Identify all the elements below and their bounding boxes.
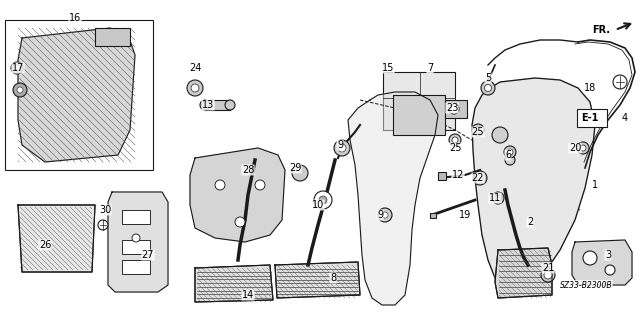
- Circle shape: [541, 268, 555, 282]
- Circle shape: [504, 146, 516, 158]
- Circle shape: [492, 127, 508, 143]
- Circle shape: [191, 84, 199, 92]
- Text: 25: 25: [449, 143, 461, 153]
- Circle shape: [215, 180, 225, 190]
- Bar: [95, 28, 130, 46]
- Text: 17: 17: [12, 63, 24, 73]
- Text: 9: 9: [377, 210, 383, 220]
- Circle shape: [492, 192, 504, 204]
- Bar: [5, 20, 153, 170]
- Text: 18: 18: [584, 83, 596, 93]
- Bar: [122, 260, 150, 274]
- Text: 10: 10: [312, 200, 324, 210]
- Polygon shape: [472, 78, 595, 290]
- Circle shape: [292, 165, 308, 181]
- Text: 12: 12: [452, 170, 464, 180]
- Circle shape: [505, 155, 515, 165]
- Text: 6: 6: [505, 150, 511, 160]
- Bar: [430, 213, 436, 218]
- Text: 15: 15: [382, 63, 394, 73]
- Circle shape: [475, 127, 481, 133]
- Circle shape: [382, 212, 388, 218]
- Text: 3: 3: [605, 250, 611, 260]
- Text: 28: 28: [242, 165, 254, 175]
- Circle shape: [449, 104, 459, 114]
- Circle shape: [449, 134, 461, 146]
- Circle shape: [613, 75, 627, 89]
- Circle shape: [481, 81, 495, 95]
- Bar: [438, 172, 446, 180]
- Text: 19: 19: [459, 210, 471, 220]
- Ellipse shape: [225, 100, 235, 110]
- Bar: [205, 100, 230, 110]
- Text: 27: 27: [141, 250, 154, 260]
- Text: 16: 16: [69, 13, 81, 23]
- Circle shape: [472, 124, 484, 136]
- Circle shape: [187, 80, 203, 96]
- Bar: [393, 95, 445, 135]
- Circle shape: [544, 271, 552, 279]
- Text: 11: 11: [489, 193, 501, 203]
- Circle shape: [378, 208, 392, 222]
- Circle shape: [11, 62, 23, 74]
- Text: 24: 24: [189, 63, 201, 73]
- Polygon shape: [18, 205, 95, 272]
- Text: 8: 8: [330, 273, 336, 283]
- Bar: [445, 100, 467, 118]
- Circle shape: [605, 265, 615, 275]
- Circle shape: [132, 234, 140, 242]
- Polygon shape: [108, 192, 168, 292]
- Circle shape: [452, 137, 458, 143]
- Text: 21: 21: [542, 263, 554, 273]
- Text: 30: 30: [99, 205, 111, 215]
- Polygon shape: [195, 265, 273, 302]
- Text: 9: 9: [337, 140, 343, 150]
- Circle shape: [235, 217, 245, 227]
- Text: 14: 14: [242, 290, 254, 300]
- Ellipse shape: [200, 100, 210, 110]
- Circle shape: [14, 65, 20, 71]
- Text: 5: 5: [485, 73, 491, 83]
- Polygon shape: [348, 92, 438, 305]
- Circle shape: [13, 83, 27, 97]
- Text: 20: 20: [569, 143, 581, 153]
- Text: 22: 22: [472, 173, 484, 183]
- Circle shape: [507, 149, 513, 155]
- Bar: [383, 72, 455, 130]
- Text: E-1: E-1: [581, 113, 598, 123]
- Text: 29: 29: [289, 163, 301, 173]
- Text: FR.: FR.: [592, 25, 610, 35]
- Polygon shape: [18, 28, 135, 162]
- Circle shape: [583, 251, 597, 265]
- Polygon shape: [275, 262, 360, 298]
- Text: 13: 13: [202, 100, 214, 110]
- Bar: [122, 210, 150, 224]
- Text: 26: 26: [39, 240, 51, 250]
- Circle shape: [580, 145, 586, 151]
- Circle shape: [319, 196, 327, 204]
- Circle shape: [98, 220, 108, 230]
- Text: 4: 4: [622, 113, 628, 123]
- Circle shape: [577, 142, 589, 154]
- Circle shape: [473, 171, 487, 185]
- Polygon shape: [190, 148, 285, 242]
- Text: 1: 1: [592, 180, 598, 190]
- Text: SZ33-B2300B: SZ33-B2300B: [560, 280, 612, 290]
- FancyBboxPatch shape: [577, 109, 607, 127]
- Circle shape: [334, 140, 350, 156]
- Text: 23: 23: [446, 103, 458, 113]
- Bar: [122, 240, 150, 254]
- Polygon shape: [495, 248, 552, 298]
- Circle shape: [495, 195, 501, 201]
- Circle shape: [338, 144, 346, 152]
- Circle shape: [255, 180, 265, 190]
- Circle shape: [17, 87, 23, 93]
- Text: 25: 25: [472, 127, 484, 137]
- Circle shape: [314, 191, 332, 209]
- Circle shape: [484, 85, 492, 92]
- Text: 2: 2: [527, 217, 533, 227]
- Text: 7: 7: [427, 63, 433, 73]
- Polygon shape: [572, 240, 632, 285]
